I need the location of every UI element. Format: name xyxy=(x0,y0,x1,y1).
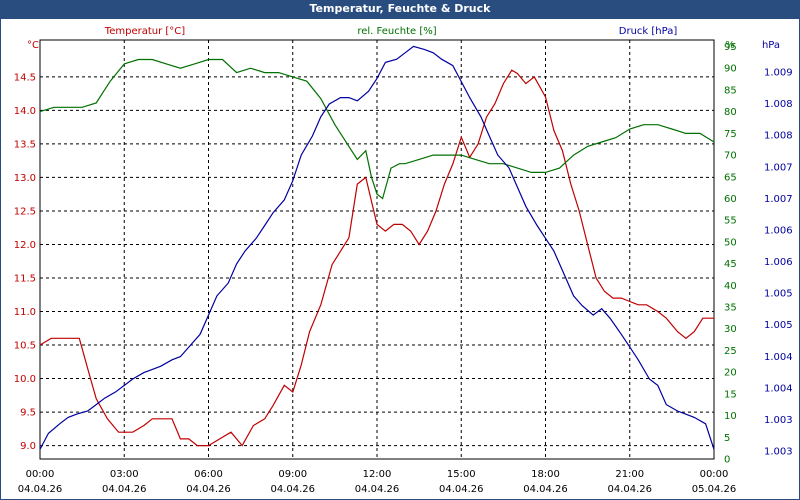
humidity-tick-label: 60 xyxy=(724,194,737,205)
x-tick-time: 00:00 xyxy=(26,469,55,480)
chart-title: Temperatur, Feuchte & Druck xyxy=(0,0,800,18)
pressure-tick-label: 1.006 xyxy=(764,225,793,236)
pressure-tick-label: 1.003 xyxy=(764,447,793,458)
pressure-tick-label: 1.005 xyxy=(764,320,793,331)
humidity-tick-label: 45 xyxy=(724,259,737,270)
humidity-line xyxy=(39,58,715,200)
pressure-tick-label: 1.006 xyxy=(764,257,793,268)
humidity-axis-title: rel. Feuchte [%] xyxy=(357,26,436,37)
humidity-tick-label: 75 xyxy=(724,129,737,140)
x-tick-time: 21:00 xyxy=(615,469,644,480)
plot-area-border xyxy=(39,39,715,460)
x-tick-date: 04.04.26 xyxy=(523,484,568,495)
temperature-tick-label: 11.0 xyxy=(14,307,36,318)
x-tick-time: 12:00 xyxy=(363,469,392,480)
x-tick-date: 05.04.26 xyxy=(692,484,737,495)
temperature-tick-label: 13.0 xyxy=(14,173,36,184)
x-tick-date: 04.04.26 xyxy=(270,484,315,495)
humidity-tick-label: 0 xyxy=(724,455,730,466)
pressure-tick-label: 1.005 xyxy=(764,289,793,300)
humidity-tick-label: 80 xyxy=(724,107,737,118)
humidity-tick-label: 90 xyxy=(724,64,737,75)
x-tick-time: 15:00 xyxy=(447,469,476,480)
x-tick-date: 04.04.26 xyxy=(439,484,484,495)
temperature-unit-label: °C xyxy=(27,40,39,51)
x-tick-time: 00:00 xyxy=(700,469,729,480)
humidity-tick-label: 65 xyxy=(724,172,737,183)
pressure-tick-label: 1.007 xyxy=(764,162,793,173)
temperature-line xyxy=(39,69,714,447)
humidity-tick-label: 20 xyxy=(724,368,737,379)
pressure-tick-label: 1.007 xyxy=(764,194,793,205)
pressure-line xyxy=(39,45,715,450)
temperature-tick-label: 10.5 xyxy=(14,341,36,352)
humidity-tick-label: 10 xyxy=(724,411,737,422)
humidity-tick-label: 25 xyxy=(724,346,737,357)
humidity-tick-label: 40 xyxy=(724,281,737,292)
x-tick-date: 04.04.26 xyxy=(186,484,231,495)
x-tick-time: 18:00 xyxy=(531,469,560,480)
x-tick-date: 04.04.26 xyxy=(102,484,147,495)
temperature-axis-title: Temperatur [°C] xyxy=(104,26,185,37)
temperature-tick-label: 14.5 xyxy=(14,72,36,83)
temperature-tick-label: 9.5 xyxy=(20,408,36,419)
temperature-tick-label: 12.0 xyxy=(14,240,36,251)
temperature-tick-label: 14.0 xyxy=(14,106,36,117)
pressure-tick-label: 1.009 xyxy=(764,68,793,79)
x-tick-time: 09:00 xyxy=(278,469,307,480)
humidity-tick-label: 95 xyxy=(724,42,737,53)
temperature-tick-label: 12.5 xyxy=(14,206,36,217)
humidity-tick-label: 70 xyxy=(724,151,737,162)
x-tick-date: 04.04.26 xyxy=(18,484,63,495)
x-tick-date: 04.04.26 xyxy=(607,484,652,495)
pressure-tick-label: 1.003 xyxy=(764,415,793,426)
humidity-tick-label: 15 xyxy=(724,389,737,400)
humidity-tick-label: 5 xyxy=(724,433,730,444)
pressure-tick-label: 1.004 xyxy=(764,352,793,363)
humidity-tick-label: 50 xyxy=(724,237,737,248)
temperature-tick-label: 9.0 xyxy=(20,441,36,452)
pressure-tick-label: 1.004 xyxy=(764,383,793,394)
temperature-tick-label: 13.5 xyxy=(14,139,36,150)
pressure-tick-label: 1.008 xyxy=(764,99,793,110)
humidity-tick-label: 85 xyxy=(724,85,737,96)
temperature-tick-label: 10.0 xyxy=(14,374,36,385)
pressure-axis-title: Druck [hPa] xyxy=(619,26,678,37)
x-tick-date: 04.04.26 xyxy=(355,484,400,495)
x-tick-time: 06:00 xyxy=(194,469,223,480)
humidity-unit-label: % xyxy=(725,40,735,51)
humidity-tick-label: 55 xyxy=(724,216,737,227)
temperature-tick-label: 11.5 xyxy=(14,273,36,284)
humidity-tick-label: 30 xyxy=(724,324,737,335)
x-tick-time: 03:00 xyxy=(110,469,139,480)
pressure-unit-label: hPa xyxy=(762,40,780,51)
pressure-tick-label: 1.008 xyxy=(764,131,793,142)
humidity-tick-label: 35 xyxy=(724,303,737,314)
